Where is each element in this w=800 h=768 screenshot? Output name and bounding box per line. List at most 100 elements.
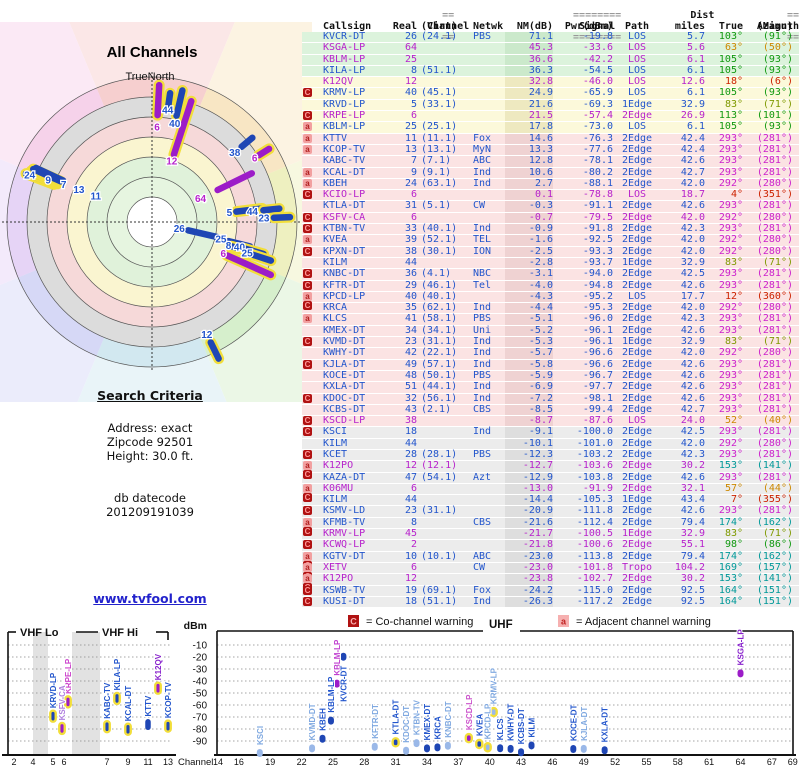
co-channel-marker: C — [303, 492, 312, 502]
bar-ksfv-ca — [58, 721, 66, 736]
adjacent-channel-marker: a — [303, 314, 312, 324]
signal-charts: -10-20-30-40-50-60-70-80-90 dBm VHF Lo VHF … — [2, 615, 798, 768]
table-row-kwhy-dt: KWHY-DT 42 (22.1) Ind -5.7 -96.6 2Edge 42.0 292°… — [302, 347, 799, 360]
dbm-tick: -60 — [193, 701, 208, 712]
db-datecode-label: db datecode — [114, 491, 186, 505]
co-channel-marker: C — [303, 300, 312, 310]
radar-title: All Channels — [107, 44, 198, 61]
bar-label-kcal-dt: KCAL-DT — [124, 686, 133, 722]
radar-bar-label-ch44: 44 — [247, 207, 259, 218]
bar-label-k12qv: K12QV — [154, 653, 163, 680]
bar-kdoc-dt — [403, 746, 410, 755]
bar-label-kilm: KILM — [528, 718, 537, 738]
bar-label-kabc-tv: KABC-TV — [103, 682, 112, 719]
radar-bar-label-ch12: 12 — [166, 157, 178, 168]
vhf-tick-11: 11 — [143, 757, 152, 767]
bar-kcop-tv — [164, 719, 172, 733]
table-row-kxla-dt: KXLA-DT 51 (44.1) Ind -6.9 -97.7 2Edge 42.6 293°… — [302, 381, 799, 394]
radar-bar-label-ch64: 64 — [195, 194, 207, 205]
co-channel-marker: C — [303, 190, 312, 200]
search-criteria-title: Search Criteria — [97, 388, 203, 403]
bar-label-ktla-dt: KTLA-DT — [392, 700, 401, 735]
radar-bar-ch6 — [223, 252, 275, 279]
bar-label-knbc-dt: KNBC-DT — [444, 701, 453, 738]
table-row-kilm: KILM 44 -14.4 -105.3 1Edge 43.4 7° (355°) — [302, 494, 799, 507]
tvfool-link[interactable]: www.tvfool.com — [93, 591, 207, 606]
vhf-tick-7: 7 — [104, 757, 109, 767]
table-row-kmex-dt: KMEX-DT 34 (34.1) Uni -5.2 -96.1 2Edge 42.6 293°… — [302, 325, 799, 338]
table-row-kcio-lp: C KCIO-LP 6 0.1 -78.8 LOS 18.7 4° (351°) — [302, 189, 799, 202]
table-row-ktla-dt: KTLA-DT 31 (5.1) CW -0.3 -91.1 2Edge 42.6 293° (2… — [302, 200, 799, 213]
dbm-tick: -70 — [193, 713, 208, 724]
co-channel-marker: C — [303, 506, 312, 516]
radar-bar-ch12 — [207, 339, 222, 362]
adjacent-channel-legend-text: = Adjacent channel warning — [576, 616, 711, 628]
table-row-krvd-lp: KRVD-LP 5 (33.1) 21.6 -69.3 1Edge 32.9 83° (71°… — [302, 99, 799, 112]
table-row-kcop-tv: a KCOP-TV 13 (13.1) MyN 13.3 -77.6 2Edge 42.4 293… — [302, 144, 799, 157]
radar-bar-label-ch6: 6 — [220, 249, 226, 260]
table-row-kusi-dt: C KUSI-DT 18 (51.1) Ind -26.3 -117.2 2Edge 92.5 1… — [302, 596, 799, 609]
co-channel-marker: C — [303, 359, 312, 369]
co-channel-marker: C — [303, 269, 312, 279]
table-row-kilm: KILM 44 -10.1 -101.0 2Edge 42.0 292° (280°) — [302, 438, 799, 450]
co-channel-marker: C — [303, 416, 312, 426]
bar-label-ktbn-tv: KTBN-TV — [413, 699, 422, 735]
bar-kabc-tv — [103, 720, 111, 734]
co-channel-marker: C — [303, 470, 312, 480]
co-channel-marker: C — [303, 526, 312, 536]
adjacent-channel-marker: a — [303, 551, 312, 561]
radar-bar-ch6 — [154, 81, 163, 119]
uhf-tick-16: 16 — [234, 757, 244, 767]
dbm-tick: -20 — [193, 653, 208, 664]
search-criteria: Search Criteria Address: exact Zipcode 9… — [40, 388, 260, 519]
table-row-ktbn-tv: C KTBN-TV 33 (40.1) Ind -0.9 -91.8 2Edge 42.3 293… — [302, 223, 799, 236]
uhf-tick-49: 49 — [579, 757, 589, 767]
bar-label-krpe-lp: KRPE-LP — [64, 658, 73, 694]
height-line: Height: 30.0 ft. — [106, 449, 194, 463]
uhf-tick-69: 69 — [788, 757, 798, 767]
bar-label-kila-lp: KILA-LP — [113, 658, 122, 690]
dbm-tick: -90 — [193, 737, 208, 748]
radar-bar-label-ch23: 23 — [258, 214, 270, 225]
uhf-tick-43: 43 — [516, 757, 526, 767]
table-row-k06mu: a C K06MU 6 -13.0 -91.9 2Edge 32.1 57° (44°) — [302, 483, 799, 502]
bar-krpe-lp — [64, 695, 72, 709]
bar-krca — [434, 743, 441, 752]
bar-ktbn-tv — [413, 739, 420, 748]
table-row-kvmd-dt: C KVMD-DT 23 (31.1) Ind -5.3 -96.1 1Edge 32.9 83°… — [302, 336, 799, 349]
radar-bar-label-ch40: 40 — [234, 243, 246, 254]
radar-bar-ch25 — [246, 250, 275, 264]
bar-label-koce-dt: KOCE-DT — [569, 704, 578, 741]
radar-bar-ch38 — [238, 134, 256, 151]
table-row-kcwq-lp: C KCWQ-LP 2 -21.8 -100.6 2Edge 55.1 98° (86°) — [302, 539, 799, 552]
table-row-kftr-dt: C KFTR-DT 29 (46.1) Tel -4.0 -94.8 2Edge 42.6 293… — [302, 280, 799, 292]
table-row-kpcd-lp: a C KPCD-LP 40 (40.1) -4.3 -95.2 LOS 17.7 12° (36… — [302, 291, 799, 310]
bar-kpcd-lp — [483, 742, 492, 753]
vhf-hi-label: VHF Hi — [102, 627, 138, 639]
uhf-tick-61: 61 — [704, 757, 714, 767]
uhf-tick-46: 46 — [547, 757, 557, 767]
radar-bar-label-ch6: 6 — [154, 123, 160, 134]
table-row-knbc-dt: C KNBC-DT 36 (4.1) NBC -3.1 -94.0 2Edge 42.5 293°… — [302, 268, 799, 281]
bar-label-kjla-dt: KJLA-DT — [580, 707, 589, 741]
radar-bar-label-ch7: 7 — [61, 180, 67, 191]
bar-kilm — [528, 741, 535, 750]
table-row-kvea: a KVEA 39 (52.1) TEL -1.6 -92.5 2Edge 42.0 292° (2… — [302, 234, 799, 247]
bar-label-kmex-dt: KMEX-DT — [423, 704, 432, 741]
svg-text:C: C — [350, 617, 357, 627]
uhf-tick-37: 37 — [453, 757, 463, 767]
truenorth-label: TrueNorth — [125, 71, 174, 83]
radar-bar-ch5 — [233, 205, 266, 215]
bar-label-kxla-dt: KXLA-DT — [601, 707, 610, 742]
table-row-koce-dt: KOCE-DT 48 (50.1) PBS -5.9 -96.7 2Edge 42.6 293°… — [302, 370, 799, 383]
radar-bar-ch12 — [170, 97, 195, 158]
table-row-ksga-lp: KSGA-LP 64 45.3 -33.6 LOS 5.6 63° (50°) — [302, 42, 799, 55]
dbm-tick: -80 — [193, 725, 208, 736]
table-row-ksfv-ca: C KSFV-CA 6 -0.7 -79.5 2Edge 42.0 292° (280°) — [302, 212, 799, 225]
uhf-tick-67: 67 — [767, 757, 777, 767]
dbm-tick: -10 — [193, 641, 208, 652]
co-channel-legend-icon — [348, 615, 359, 627]
bar-k12qv — [154, 681, 162, 695]
uhf-tick-52: 52 — [610, 757, 620, 767]
uhf-tick-19: 19 — [265, 757, 275, 767]
